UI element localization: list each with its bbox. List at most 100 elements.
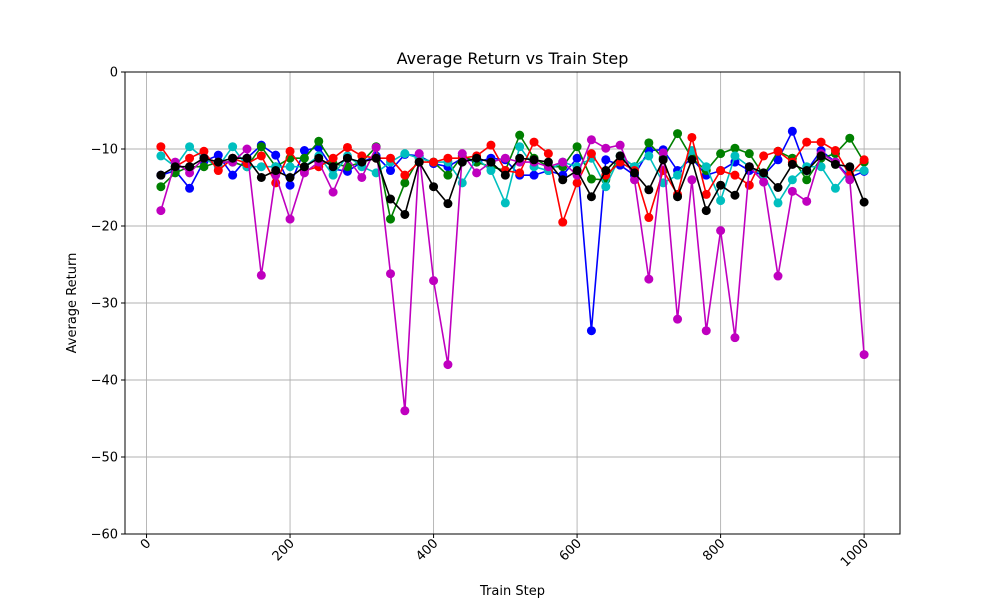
data-point (558, 157, 568, 167)
data-point (701, 189, 711, 199)
data-point (773, 155, 783, 165)
data-point (845, 133, 855, 143)
data-point (328, 153, 338, 163)
data-point (601, 143, 611, 153)
data-point (773, 198, 783, 208)
data-point (572, 153, 582, 163)
data-point (156, 170, 166, 180)
data-point (687, 155, 697, 165)
data-point (830, 183, 840, 193)
data-point (658, 148, 668, 158)
data-point (256, 162, 266, 172)
data-point (716, 226, 726, 236)
series-line (160, 138, 865, 411)
data-point (816, 162, 826, 172)
data-point (314, 153, 324, 163)
data-point (816, 137, 826, 147)
data-point (400, 178, 410, 188)
data-point (400, 170, 410, 180)
data-point (228, 153, 238, 163)
x-tick-label: 400 (413, 536, 441, 564)
data-point (830, 159, 840, 169)
data-point (773, 183, 783, 192)
data-point (486, 157, 496, 167)
data-point (228, 142, 238, 152)
data-point (701, 162, 711, 172)
data-point (658, 155, 668, 165)
data-point (802, 175, 812, 185)
data-point (629, 168, 639, 178)
data-point (773, 146, 783, 156)
data-point (414, 157, 424, 167)
y-tick-label: −20 (91, 220, 118, 235)
data-point (242, 144, 252, 154)
data-point (256, 270, 266, 280)
data-point (716, 166, 726, 176)
y-tick-label: −40 (91, 374, 118, 389)
data-point (256, 172, 266, 182)
data-point (185, 142, 195, 152)
data-point (515, 142, 525, 152)
data-point (256, 151, 266, 161)
series-line (160, 137, 865, 225)
data-point (285, 172, 295, 182)
data-point (342, 142, 352, 152)
data-point (443, 199, 453, 209)
data-point (342, 153, 352, 163)
data-point (586, 149, 596, 159)
data-point (515, 153, 525, 163)
data-point (357, 157, 367, 167)
data-point (199, 153, 209, 163)
data-point (271, 166, 281, 176)
x-axis-label: Train Step (479, 584, 545, 599)
data-point (486, 140, 496, 150)
y-axis-label: Average Return (65, 253, 80, 354)
data-point (185, 183, 195, 193)
data-point (285, 180, 295, 190)
y-tick-label: −50 (91, 451, 118, 466)
data-point (457, 178, 467, 188)
data-point (371, 153, 381, 163)
data-point (156, 142, 166, 152)
data-point (543, 149, 553, 159)
data-point (586, 135, 596, 145)
data-point (199, 146, 209, 156)
series-group (156, 126, 869, 416)
data-point (328, 187, 338, 197)
data-point (400, 149, 410, 159)
data-point (701, 326, 711, 336)
data-point (328, 162, 338, 172)
data-point (386, 214, 396, 224)
data-point (170, 162, 180, 172)
data-point (859, 197, 869, 207)
x-tick-label: 200 (270, 536, 298, 564)
data-point (357, 172, 367, 182)
data-point (644, 151, 654, 161)
data-point (299, 146, 309, 156)
data-point (615, 140, 625, 150)
data-point (730, 333, 740, 343)
data-point (845, 162, 855, 172)
y-tick-label: −60 (91, 528, 118, 543)
data-point (500, 170, 510, 180)
data-point (629, 175, 639, 185)
data-point (213, 157, 223, 167)
data-point (472, 168, 482, 178)
data-point (400, 406, 410, 416)
data-point (457, 149, 467, 159)
data-point (529, 155, 539, 165)
data-point (285, 162, 295, 172)
data-point (615, 151, 625, 161)
grid-lines (125, 71, 900, 535)
data-point (673, 170, 683, 180)
data-point (529, 170, 539, 180)
data-point (859, 350, 869, 360)
data-point (299, 162, 309, 172)
data-point (586, 326, 596, 336)
data-point (859, 166, 869, 176)
data-point (716, 180, 726, 190)
data-point (601, 155, 611, 165)
y-tick-label: −10 (91, 143, 118, 158)
data-point (199, 162, 209, 172)
